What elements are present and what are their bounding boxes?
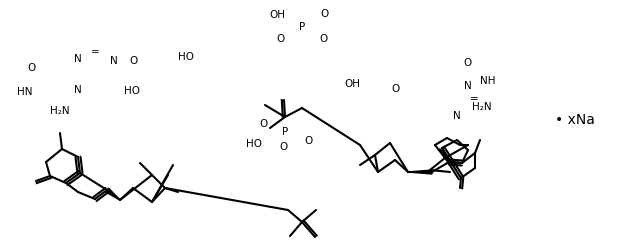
Text: O: O xyxy=(391,84,399,94)
Text: P: P xyxy=(282,127,288,137)
Text: O: O xyxy=(129,56,137,66)
Text: HO: HO xyxy=(246,139,262,149)
Text: O: O xyxy=(260,119,268,129)
Text: N: N xyxy=(74,54,82,64)
Text: O: O xyxy=(320,9,328,19)
Text: N: N xyxy=(74,85,82,95)
Text: O: O xyxy=(276,34,285,44)
Text: O: O xyxy=(280,142,288,152)
Text: HO: HO xyxy=(178,52,194,62)
Text: N: N xyxy=(453,111,461,121)
Text: =: = xyxy=(470,94,479,104)
Polygon shape xyxy=(408,170,432,174)
Text: OH: OH xyxy=(344,79,360,89)
Text: H₂N: H₂N xyxy=(472,102,492,112)
Text: N: N xyxy=(464,81,472,91)
Text: NH: NH xyxy=(480,76,495,86)
Text: H₂N: H₂N xyxy=(50,106,70,116)
Text: P: P xyxy=(299,22,305,32)
Polygon shape xyxy=(106,188,120,200)
Text: HN: HN xyxy=(17,87,32,97)
Text: OH: OH xyxy=(269,10,285,20)
Text: O: O xyxy=(28,63,36,73)
Text: =: = xyxy=(91,47,99,57)
Text: O: O xyxy=(304,136,312,146)
Text: O: O xyxy=(319,34,327,44)
Text: O: O xyxy=(463,58,471,68)
Text: • xNa: • xNa xyxy=(555,113,595,127)
Text: HO: HO xyxy=(124,86,140,96)
Text: N: N xyxy=(110,56,118,66)
